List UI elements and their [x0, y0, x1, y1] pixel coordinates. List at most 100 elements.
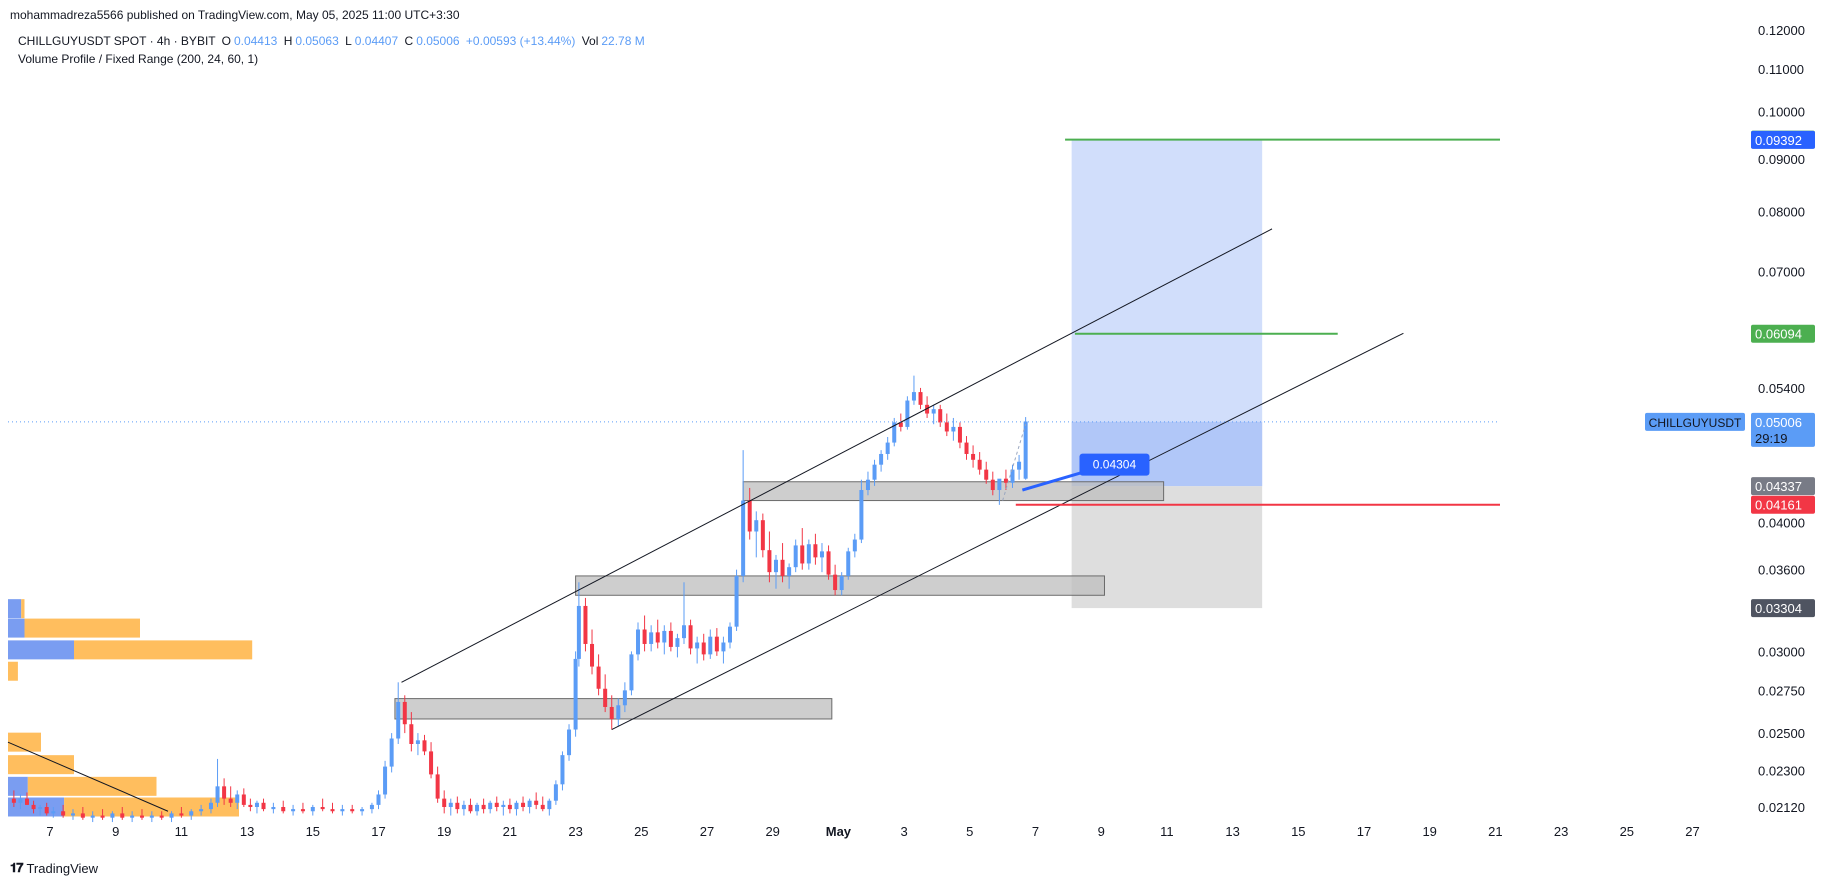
- candle-down: [583, 605, 588, 644]
- low-value: 0.04407: [354, 34, 399, 48]
- candle-down: [44, 807, 49, 814]
- candle-up: [149, 815, 154, 818]
- symbol-title[interactable]: CHILLGUYUSDT SPOT · 4h · BYBIT: [18, 34, 216, 48]
- time-tick-label: 11: [1160, 824, 1174, 839]
- open-value: 0.04413: [233, 34, 278, 48]
- candle-down: [25, 798, 30, 805]
- candle-up: [169, 813, 174, 818]
- candle-up: [773, 559, 778, 573]
- time-tick-label: 21: [1488, 824, 1502, 839]
- symbol-label-text: CHILLGUYUSDT: [1649, 416, 1742, 430]
- candle-down: [714, 636, 719, 652]
- price-tick-label: 0.07000: [1758, 265, 1805, 280]
- candle-up: [383, 766, 388, 795]
- candle-down: [120, 813, 125, 818]
- candle-up: [38, 807, 43, 810]
- position-connector: [1002, 424, 1027, 501]
- footer-brand[interactable]: 𝟏𝟕 TradingView: [10, 860, 98, 876]
- candle-down: [228, 798, 233, 803]
- price-label-text: 0.03304: [1755, 601, 1802, 616]
- candle-up: [846, 551, 851, 576]
- candle-down: [609, 706, 614, 719]
- candle-down: [31, 804, 36, 810]
- candle-up: [629, 654, 634, 691]
- candle-down: [971, 453, 976, 460]
- candle-down: [468, 804, 473, 812]
- candle-down: [350, 809, 355, 812]
- symbol-label-box: [1645, 412, 1745, 431]
- candle-up: [461, 804, 466, 810]
- high-label: H: [283, 34, 293, 48]
- candle-up: [376, 794, 381, 805]
- price-label-text: 0.05006: [1755, 415, 1802, 430]
- annotation-text: 0.04304: [1093, 458, 1137, 472]
- time-tick-label: 23: [1554, 824, 1568, 839]
- candle-up: [839, 575, 844, 591]
- candle-up: [573, 658, 578, 730]
- price-tick-label: 0.11000: [1758, 62, 1804, 77]
- time-tick-label: 25: [634, 824, 648, 839]
- time-tick-label: 23: [568, 824, 582, 839]
- candle-up: [501, 804, 506, 807]
- candle-up: [616, 705, 621, 719]
- price-tick-label: 0.12000: [1758, 23, 1805, 38]
- candle-up: [514, 802, 519, 810]
- candle-up: [662, 630, 667, 643]
- candle-down: [139, 815, 144, 818]
- price-axis: 0.12000 0.11000 0.10000 0.09000 0.08000 0.070…: [1758, 23, 1805, 815]
- time-tick-label: 9: [1098, 824, 1105, 839]
- candle-up: [852, 539, 857, 552]
- vp-bar-down: [8, 661, 18, 681]
- time-tick-label: 27: [700, 824, 714, 839]
- candle-up: [872, 464, 877, 480]
- study-label[interactable]: Volume Profile / Fixed Range (200, 24, 6…: [18, 52, 259, 66]
- price-label-box: [1751, 599, 1815, 618]
- candle-down: [540, 804, 545, 810]
- candle-down: [590, 643, 595, 667]
- candle-up: [879, 453, 884, 465]
- candle-up: [70, 813, 75, 816]
- candle-down: [957, 426, 962, 443]
- time-tick-label: 19: [437, 824, 451, 839]
- price-label-box: [1751, 495, 1815, 514]
- price-tick-label: 0.02120: [1758, 800, 1805, 815]
- candle-down: [964, 442, 969, 454]
- candle-down: [179, 813, 184, 816]
- candle-down: [261, 802, 266, 810]
- candle-up: [859, 490, 864, 540]
- candle-down: [938, 409, 943, 423]
- candle-down: [944, 422, 949, 432]
- candle-down: [767, 550, 772, 573]
- time-tick-label: 13: [1225, 824, 1239, 839]
- time-tick-label: 15: [306, 824, 320, 839]
- price-tick-label: 0.09000: [1758, 152, 1805, 167]
- candle-up: [695, 642, 700, 649]
- brand-text: TradingView: [26, 860, 99, 876]
- candle-up: [787, 567, 792, 576]
- time-tick-label: 27: [1685, 824, 1699, 839]
- candle-down: [521, 802, 526, 807]
- time-tick-label: 7: [46, 824, 53, 839]
- candle-up: [340, 809, 345, 812]
- close-value: 0.05006: [416, 34, 460, 48]
- candle-up: [576, 605, 581, 659]
- price-tick-label: 0.02500: [1758, 726, 1805, 741]
- candle-down: [320, 807, 325, 810]
- candle-up: [997, 478, 1002, 491]
- candle-down: [429, 751, 434, 775]
- candle-up: [475, 804, 480, 812]
- time-tick-label: 29: [765, 824, 779, 839]
- candle-up: [553, 784, 558, 801]
- vp-bar-up: [8, 797, 65, 817]
- candle-down: [402, 701, 407, 725]
- price-tick-label: 0.08000: [1758, 205, 1805, 220]
- close-label: C: [404, 34, 414, 48]
- candle-down: [435, 774, 440, 799]
- vp-bar-down: [21, 599, 25, 619]
- candle-down: [241, 794, 246, 805]
- candle-up: [727, 626, 732, 643]
- channel-lower-line: [611, 332, 1404, 730]
- time-tick-label: 17: [371, 824, 385, 839]
- candle-down: [800, 545, 805, 564]
